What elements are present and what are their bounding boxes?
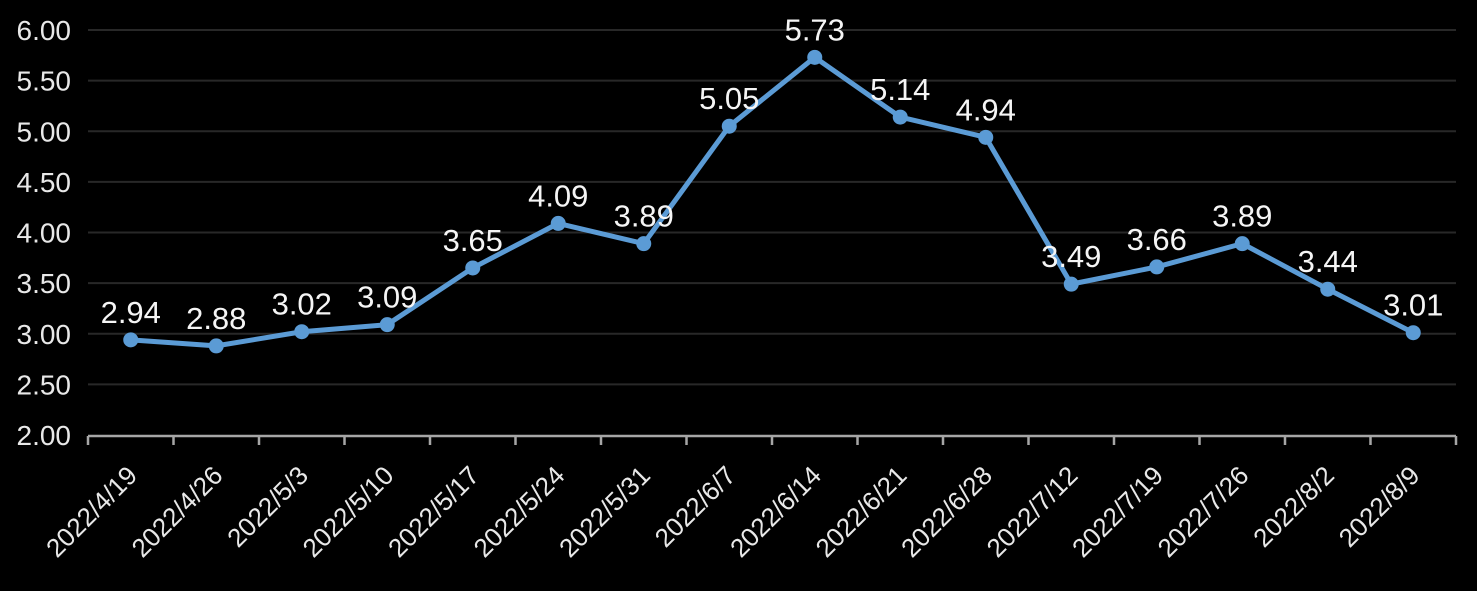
data-point-label: 2.88 [186,301,246,336]
data-point-marker [550,215,566,231]
data-point-label: 3.66 [1127,222,1187,257]
data-point-label: 3.09 [357,280,417,315]
y-axis-tick-label: 4.50 [17,167,72,198]
y-axis-labels-group: 2.00 2.50 3.00 3.50 4.00 4.50 5.00 5.50 6.00 [17,15,72,451]
data-point-marker [978,129,994,145]
data-point-label: 3.89 [614,199,674,234]
data-point-label: 5.73 [785,12,845,47]
data-point-label: 4.94 [956,92,1016,127]
data-point-marker [1320,281,1336,297]
data-point-label: 4.09 [528,178,588,213]
y-axis-tick-label: 6.00 [17,15,72,46]
data-point-marker [1149,259,1165,275]
data-point-label: 3.44 [1298,244,1358,279]
gridlines-group [88,29,1456,386]
data-point-marker [807,49,823,65]
data-point-label: 3.89 [1212,199,1272,234]
data-point-label: 3.49 [1041,239,1101,274]
data-point-marker [636,236,652,252]
data-point-marker [1234,236,1250,252]
data-point-marker [721,118,737,134]
data-point-marker [379,317,395,333]
y-axis-tick-label: 3.00 [17,319,72,350]
data-point-marker [465,260,481,276]
data-point-label: 5.14 [870,72,930,107]
data-point-marker [892,109,908,125]
y-axis-tick-label: 2.00 [17,420,72,451]
data-points-group [123,49,1421,354]
y-axis-tick-label: 5.50 [17,66,72,97]
data-point-label: 5.05 [699,81,759,116]
series-line [128,54,1416,349]
x-axis-group [86,434,1458,445]
y-axis-tick-label: 4.00 [17,218,72,249]
data-point-marker [294,324,310,340]
data-point-label: 3.65 [443,223,503,258]
y-axis-tick-label: 3.50 [17,268,72,299]
data-point-label: 2.94 [101,295,161,330]
data-point-label: 3.01 [1383,288,1443,323]
data-point-marker [123,332,139,348]
data-labels-group: 2.94 2.88 3.02 3.09 3.65 4.09 3.89 5.05 5.73 5.14… [101,12,1444,336]
data-point-label: 3.02 [272,287,332,322]
data-point-marker [208,338,224,354]
data-point-marker [1405,325,1421,341]
y-axis-tick-label: 5.00 [17,116,72,147]
y-axis-tick-label: 2.50 [17,369,72,400]
data-point-marker [1063,276,1079,292]
